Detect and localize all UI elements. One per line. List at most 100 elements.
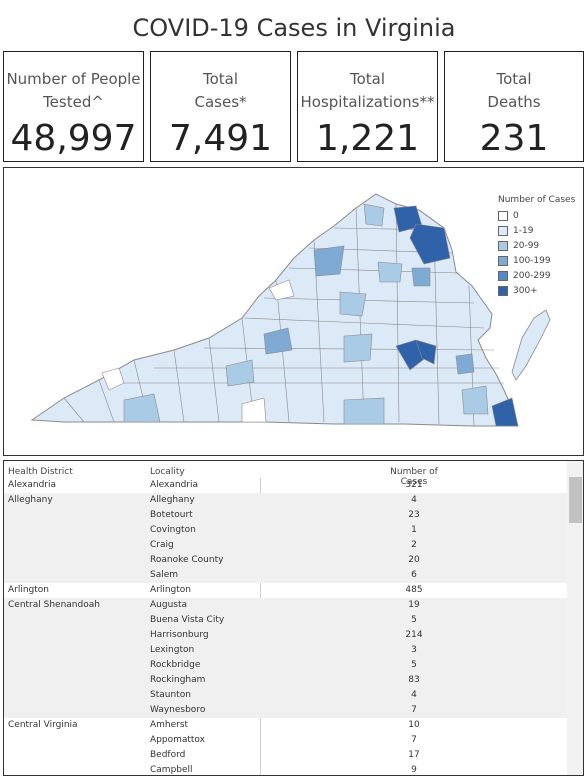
legend-swatch [498,270,508,281]
cell-number-of-cases: 20 [408,555,420,565]
kpi-people-tested: Number of People Tested^ 48,997 [3,51,144,162]
header-locality[interactable]: Locality [150,467,185,477]
legend-item[interactable]: 300+ [498,283,575,298]
legend-item[interactable]: 100-199 [498,253,575,268]
cell-locality: Arlington [150,585,192,595]
table-row[interactable]: Appomattox 7 [4,733,567,748]
vertical-scrollbar[interactable] [567,461,583,775]
legend-swatch [498,285,508,296]
legend-swatch [498,240,508,251]
cell-number-of-cases: 1 [411,525,417,535]
cell-locality: Lexington [150,645,195,655]
table-row[interactable]: Alleghany Alleghany 4 [4,493,567,508]
legend-swatch [498,210,508,221]
cell-locality: Appomattox [150,735,205,745]
table-row[interactable]: Bedford 17 [4,748,567,763]
cell-number-of-cases: 9 [411,765,417,775]
cell-locality: Buena Vista City [150,615,225,625]
cell-health-district: Alleghany [8,495,53,505]
legend-item[interactable]: 20-99 [498,238,575,253]
table-body: Alexandria Alexandria 321 Alleghany Alleghan… [4,478,567,775]
cell-locality: Amherst [150,720,189,730]
cell-number-of-cases: 4 [411,495,417,505]
cell-health-district: Alexandria [8,480,57,490]
cell-number-of-cases: 83 [408,675,420,685]
shaded-counties [123,203,519,427]
cell-number-of-cases: 23 [408,510,420,520]
legend-item[interactable]: 0 [498,208,575,223]
cell-health-district: Central Virginia [8,720,78,730]
cell-locality: Waynesboro [150,705,206,715]
table-row[interactable]: Central Virginia Amherst 10 [4,718,567,733]
cell-locality: Rockbridge [150,660,201,670]
table-row[interactable]: Buena Vista City 5 [4,613,567,628]
kpi-value: 231 [479,118,549,159]
cell-number-of-cases: 7 [411,735,417,745]
page-title: COVID-19 Cases in Virginia [132,14,456,42]
kpi-label: Number of People Tested^ [6,70,141,111]
kpi-label: Total Deaths [487,70,541,111]
table-row[interactable]: Lexington 3 [4,643,567,658]
kpi-value: 1,221 [315,118,420,159]
cell-locality: Campbell [150,765,193,775]
cell-locality: Rockingham [150,675,206,685]
cell-number-of-cases: 17 [408,750,420,760]
table-row[interactable]: Harrisonburg 214 [4,628,567,643]
table-row[interactable]: Rockbridge 5 [4,658,567,673]
cell-locality: Craig [150,540,174,550]
cell-number-of-cases: 6 [411,570,417,580]
virginia-outline [30,193,519,427]
cell-locality: Salem [150,570,179,580]
cell-number-of-cases: 7 [411,705,417,715]
cell-number-of-cases: 3 [411,645,417,655]
table-row[interactable]: Waynesboro 7 [4,703,567,718]
cell-locality: Bedford [150,750,186,760]
table-row[interactable]: Covington 1 [4,523,567,538]
table-row[interactable]: Arlington Arlington 485 [4,583,567,598]
table-row[interactable]: Alexandria Alexandria 321 [4,478,567,493]
cell-number-of-cases: 485 [405,585,423,595]
legend-swatch [498,255,508,266]
cell-number-of-cases: 10 [408,720,420,730]
table-row[interactable]: Staunton 4 [4,688,567,703]
kpi-total-deaths: Total Deaths 231 [444,51,584,162]
table-row[interactable]: Rockingham 83 [4,673,567,688]
kpi-value: 48,997 [10,118,137,159]
table-row[interactable]: Central Shenandoah Augusta 19 [4,598,567,613]
cell-number-of-cases: 4 [411,690,417,700]
cell-number-of-cases: 5 [411,615,417,625]
cell-locality: Augusta [150,600,188,610]
header-number-of-cases[interactable]: Number of Cases [390,467,438,487]
cell-health-district: Arlington [8,585,50,595]
header-health-district[interactable]: Health District [8,467,73,477]
cell-number-of-cases: 2 [411,540,417,550]
cell-health-district: Central Shenandoah [8,600,100,610]
table-row[interactable]: Craig 2 [4,538,567,553]
cell-locality: Roanoke County [150,555,224,565]
cell-locality: Harrisonburg [150,630,209,640]
eastern-shore [511,309,551,381]
cell-locality: Botetourt [150,510,193,520]
scrollbar-thumb[interactable] [569,477,582,523]
virginia-choropleth-map[interactable] [4,168,583,455]
cell-number-of-cases: 19 [408,600,420,610]
table-row[interactable]: Botetourt 23 [4,508,567,523]
cell-number-of-cases: 214 [405,630,423,640]
table-row[interactable]: Salem 6 [4,568,567,583]
cell-locality: Covington [150,525,196,535]
zero-case-areas [101,279,295,423]
kpi-total-hospitalizations: Total Hospitalizations** 1,221 [297,51,438,162]
legend-title: Number of Cases [498,195,576,205]
legend-item[interactable]: 200-299 [498,268,575,283]
cases-table: Health District Locality Number of Cases… [3,460,584,776]
table-row[interactable]: Campbell 9 [4,763,567,775]
cell-locality: Alleghany [150,495,195,505]
map-legend: Number of Cases 0 1-19 20-99 100-199 200… [498,195,575,298]
cell-locality: Staunton [150,690,191,700]
table-header: Health District Locality Number of Cases [4,461,567,487]
cell-number-of-cases: 321 [405,480,423,490]
legend-item[interactable]: 1-19 [498,223,575,238]
kpi-label: Total Cases* [194,70,247,111]
kpi-value: 7,491 [168,118,273,159]
table-row[interactable]: Roanoke County 20 [4,553,567,568]
